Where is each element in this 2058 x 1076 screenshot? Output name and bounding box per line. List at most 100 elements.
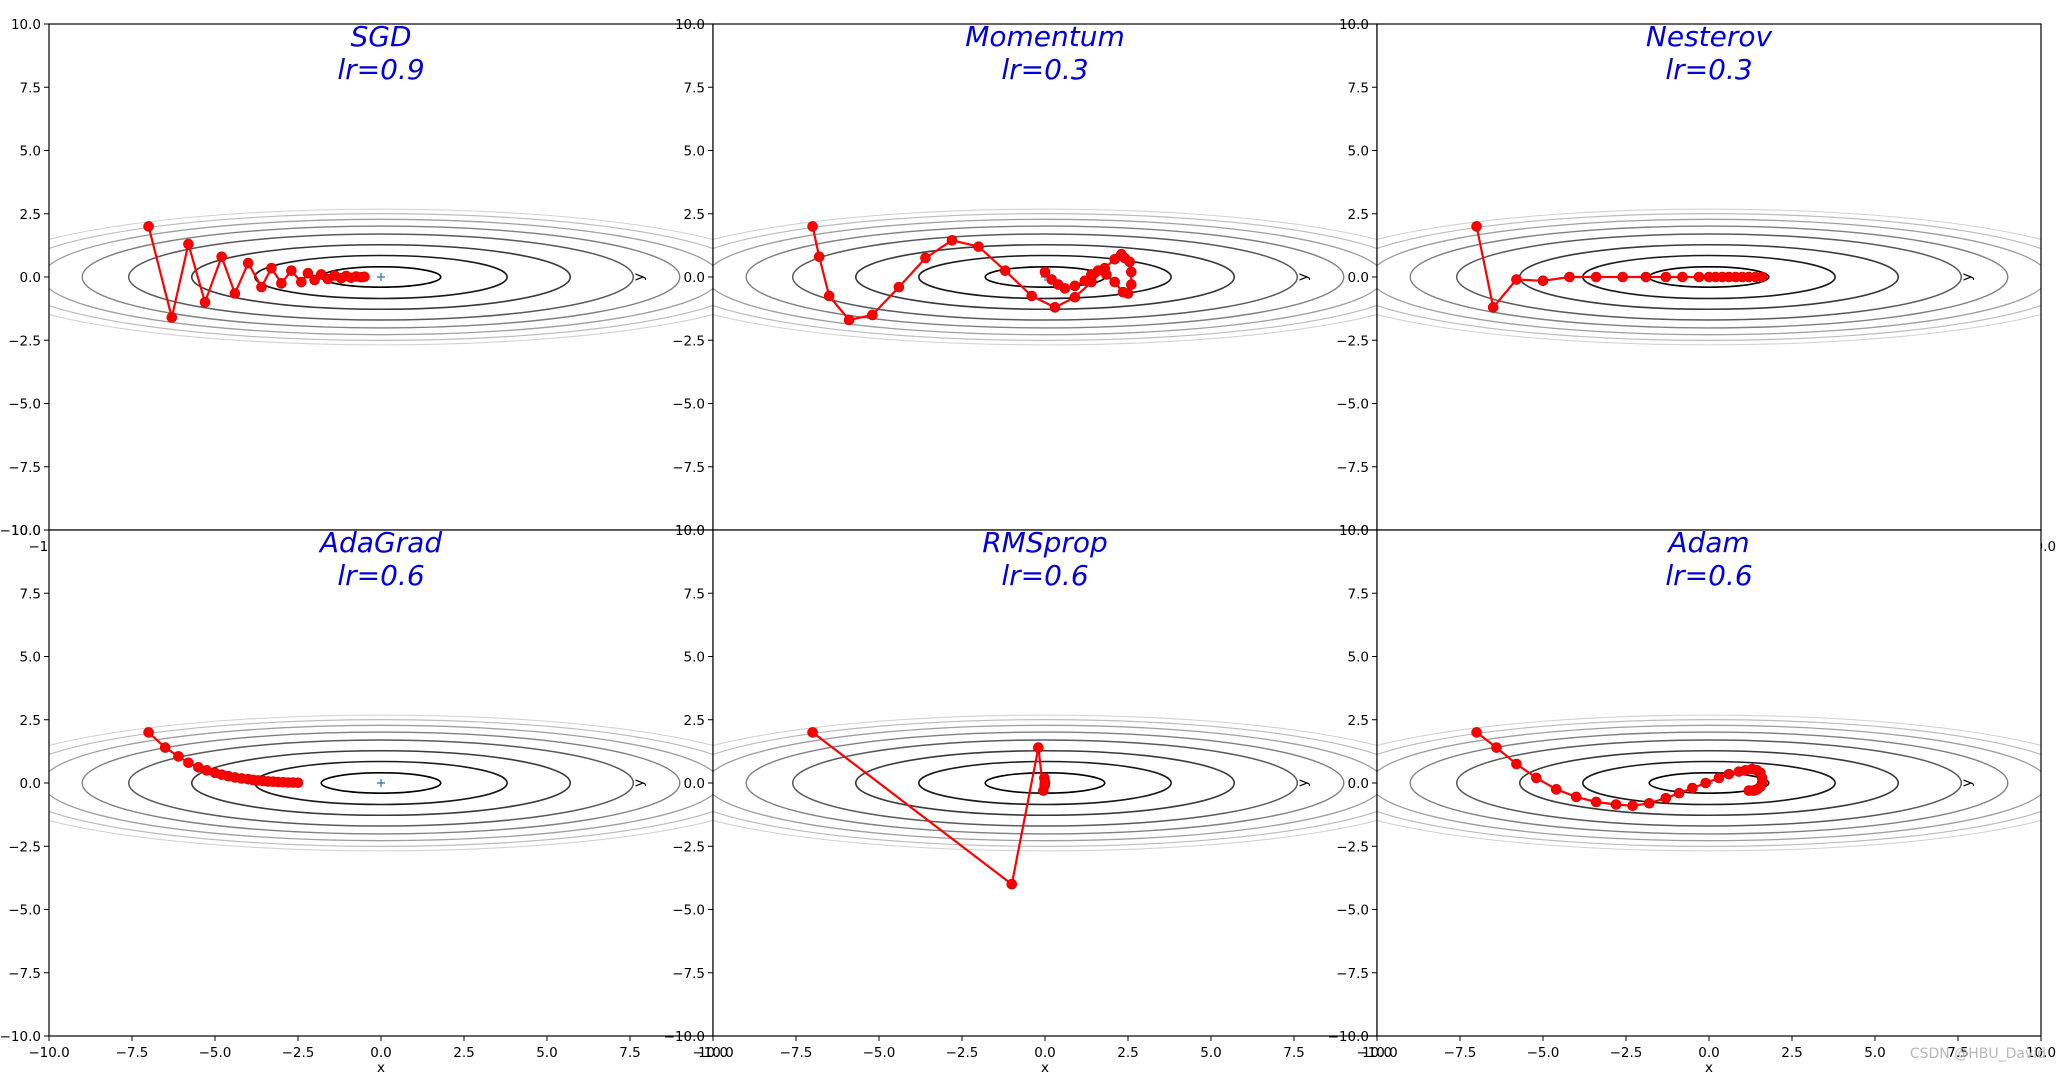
y-tick-label: 5.0 — [20, 650, 41, 666]
data-point — [1079, 275, 1091, 287]
contour-4 — [1455, 233, 1963, 321]
x-tick-label: −5.0 — [199, 1045, 232, 1061]
data-point — [867, 309, 878, 321]
contour-3 — [190, 749, 572, 817]
contour-7 — [713, 213, 1377, 341]
contour-5 — [1409, 731, 2009, 835]
series-sgd — [143, 221, 370, 323]
data-point — [1677, 271, 1688, 283]
contour-7 — [1377, 213, 2041, 341]
subplot-nesterov: −10.0−7.5−5.0−2.50.02.55.07.510.0−10.0−7… — [1328, 17, 2056, 570]
y-tick-label: 2.5 — [1348, 713, 1369, 729]
y-tick-label: −10.0 — [664, 1029, 705, 1045]
y-axis-label: y — [1295, 779, 1311, 787]
contour-3 — [1518, 749, 1900, 817]
y-tick-label: 7.5 — [684, 80, 705, 96]
data-point — [1643, 797, 1655, 809]
data-point — [1627, 800, 1638, 812]
data-point — [1039, 266, 1051, 278]
subplot-adam: −10.0−7.5−5.0−2.50.02.55.07.510.0−10.0 −7… — [1328, 523, 2056, 1076]
subplot-title: Adam — [1666, 526, 1749, 559]
contour-4 — [1455, 739, 1963, 827]
data-point — [973, 241, 984, 252]
data-point — [1049, 302, 1061, 313]
data-point — [1590, 796, 1602, 808]
contour-3 — [854, 243, 1236, 311]
y-tick-label: −5.0 — [672, 903, 705, 919]
y-tick-label: −2.5 — [8, 839, 41, 855]
x-tick-label: 2.5 — [1117, 1045, 1138, 1061]
contour-7 — [713, 719, 1377, 847]
data-point — [1564, 271, 1575, 283]
y-axis-label: y — [631, 273, 647, 281]
data-point — [1713, 772, 1725, 784]
data-point — [1743, 785, 1755, 796]
y-tick-label: 10.0 — [11, 17, 41, 33]
y-axis-label: y — [1295, 273, 1311, 281]
data-point — [1723, 768, 1735, 780]
contour-3 — [190, 243, 572, 311]
x-tick-label: 0.0 — [1034, 1045, 1055, 1061]
contour-2 — [918, 254, 1172, 300]
data-point — [843, 314, 855, 326]
subplot-subtitle: lr=0.6 — [337, 559, 424, 592]
x-tick-label: −5.0 — [1527, 1045, 1560, 1061]
data-point — [1550, 784, 1562, 795]
data-point — [1693, 271, 1705, 283]
x-axis-label: x — [377, 1060, 385, 1076]
data-point — [1570, 791, 1582, 803]
x-tick-label: 7.5 — [1283, 1045, 1304, 1061]
y-tick-label: 10.0 — [675, 523, 705, 539]
y-tick-label: −10.0 — [0, 523, 41, 539]
data-point — [1511, 758, 1522, 770]
subplot-title: SGD — [350, 20, 411, 53]
x-axis-label: x — [1041, 1060, 1049, 1076]
y-tick-label: 5.0 — [684, 144, 705, 160]
data-point — [1590, 271, 1602, 283]
y-tick-label: −7.5 — [8, 966, 41, 982]
x-tick-label: 2.5 — [453, 1045, 474, 1061]
contour-5 — [1409, 225, 2009, 329]
y-tick-label: 0.0 — [1348, 270, 1369, 286]
y-tick-label: 10.0 — [1339, 523, 1369, 539]
data-point — [229, 288, 241, 299]
contour-5 — [745, 225, 1345, 329]
x-tick-label: −2.5 — [282, 1045, 315, 1061]
data-point — [1033, 742, 1044, 753]
data-point — [1117, 286, 1129, 298]
contour-6 — [1377, 218, 2041, 336]
data-point — [159, 742, 171, 753]
subplot-subtitle: lr=0.3 — [1001, 53, 1088, 86]
data-point — [1471, 221, 1482, 232]
data-point — [893, 281, 905, 293]
data-point — [266, 262, 277, 274]
data-point — [1026, 290, 1038, 302]
contour-lines — [1377, 208, 2041, 346]
contour-6 — [1377, 724, 2041, 842]
y-tick-label: −10.0 — [1328, 1029, 1369, 1045]
x-tick-label: 10.0 — [2026, 1045, 2056, 1061]
data-point — [296, 276, 307, 288]
data-point — [1039, 777, 1051, 789]
y-tick-label: 2.5 — [1348, 207, 1369, 223]
y-tick-label: −7.5 — [8, 460, 41, 476]
x-tick-label: 5.0 — [1200, 1045, 1221, 1061]
data-point — [1109, 276, 1121, 288]
data-point — [143, 727, 154, 738]
subplot-title: AdaGrad — [318, 526, 442, 559]
contour-8 — [49, 208, 713, 346]
data-point — [183, 238, 194, 250]
x-tick-label: 2.5 — [1781, 1045, 1802, 1061]
subplot-subtitle: lr=0.6 — [1665, 559, 1752, 592]
data-point — [216, 251, 227, 263]
data-point — [1640, 271, 1652, 283]
y-tick-label: −7.5 — [672, 460, 705, 476]
contour-5 — [81, 225, 681, 329]
data-point — [1660, 271, 1672, 283]
data-point — [359, 271, 370, 283]
data-point — [166, 312, 178, 323]
contour-8 — [713, 714, 1377, 852]
data-point — [1660, 792, 1672, 804]
y-tick-label: −5.0 — [1336, 397, 1369, 413]
